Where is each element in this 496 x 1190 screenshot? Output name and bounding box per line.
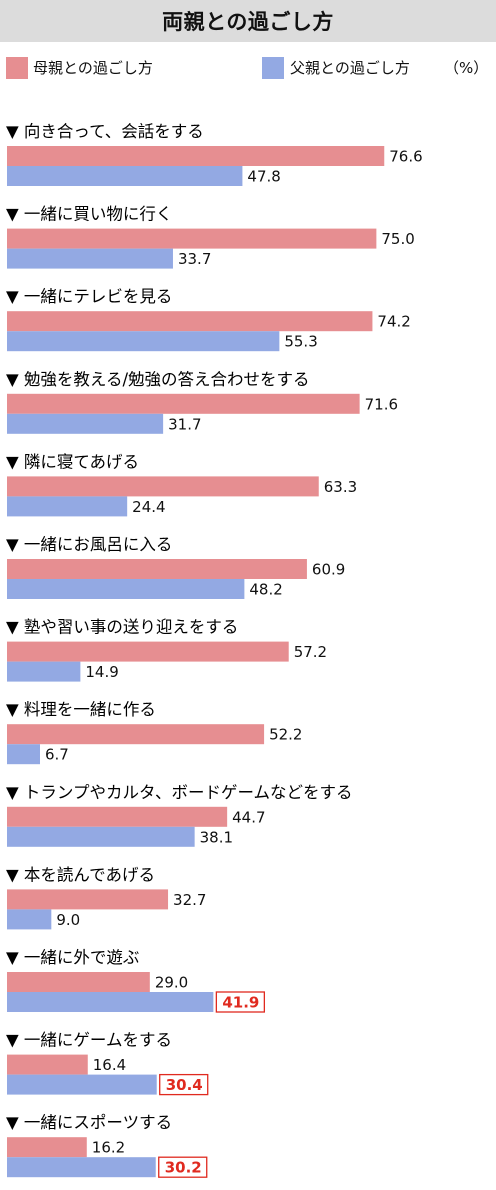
- value-label-father: 14.9: [85, 663, 118, 681]
- value-label-mother: 74.2: [377, 313, 410, 331]
- bar-father: [7, 992, 214, 1012]
- category-label: ▼ 一緒にお風呂に入る: [6, 535, 172, 554]
- value-label-father: 47.8: [247, 168, 280, 186]
- bar-mother: [7, 641, 289, 662]
- bar-father: [7, 331, 280, 352]
- value-label-mother: 76.6: [389, 148, 422, 166]
- bar-mother: [7, 228, 377, 249]
- value-label-mother: 57.2: [294, 643, 327, 661]
- category-label: ▼ 一緒にテレビを見る: [6, 287, 172, 306]
- category-label: ▼ 勉強を教える/勉強の答え合わせをする: [6, 370, 310, 389]
- value-label-mother: 75.0: [381, 230, 414, 248]
- value-label-father: 6.7: [45, 746, 69, 764]
- value-label-father: 38.1: [200, 828, 233, 846]
- category-label: ▼ 本を読んであげる: [6, 865, 155, 884]
- bar-mother: [7, 889, 169, 910]
- bar-father: [7, 579, 245, 599]
- bar-mother: [7, 806, 228, 827]
- chart-title: 両親との過ごし方: [162, 10, 334, 34]
- bar-father: [7, 166, 243, 186]
- value-label-father: 31.7: [168, 415, 201, 433]
- value-label-mother: 44.7: [232, 808, 265, 826]
- value-label-mother: 32.7: [173, 891, 206, 909]
- legend-swatch-father: [262, 57, 284, 79]
- category-label: ▼ 一緒にスポーツする: [6, 1113, 172, 1132]
- bar-mother: [7, 393, 360, 414]
- value-label-father: 24.4: [132, 498, 165, 516]
- value-label-father: 55.3: [284, 333, 317, 351]
- bar-father: [7, 661, 81, 682]
- value-label-mother: 52.2: [269, 726, 302, 744]
- category-label: ▼ 隣に寝てあげる: [6, 451, 139, 471]
- category-label: ▼ 一緒に買い物に行く: [6, 205, 172, 224]
- highlight-box: [215, 991, 266, 1013]
- bar-father: [7, 1157, 156, 1178]
- bar-mother: [7, 724, 265, 745]
- bar-father: [7, 744, 40, 765]
- bar-mother: [7, 1137, 87, 1158]
- bar-mother: [7, 1054, 88, 1075]
- value-label-father: 41.9: [222, 994, 259, 1012]
- category-label: ▼ 一緒に外で遊ぶ: [6, 948, 139, 967]
- bar-mother: [7, 476, 319, 497]
- bar-mother: [7, 972, 150, 992]
- bar-mother: [7, 146, 385, 166]
- value-label-mother: 29.0: [155, 974, 188, 992]
- legend-label-father: 父親との過ごし方: [290, 59, 410, 77]
- value-label-father: 48.2: [249, 581, 282, 599]
- bar-father: [7, 1074, 157, 1095]
- bar-mother: [7, 559, 307, 579]
- unit-label: （%）: [444, 59, 489, 77]
- highlight-box: [159, 1073, 209, 1096]
- bar-mother: [7, 311, 373, 332]
- category-label: ▼ 向き合って、会話をする: [6, 122, 204, 141]
- legend-swatch-mother: [6, 57, 28, 79]
- bar-father: [7, 909, 52, 930]
- value-label-mother: 71.6: [365, 395, 398, 413]
- value-label-mother: 16.4: [93, 1056, 126, 1074]
- value-label-mother: 16.2: [92, 1139, 125, 1157]
- value-label-father: 30.2: [165, 1159, 202, 1177]
- bar-father: [7, 413, 164, 434]
- bar-father: [7, 248, 173, 269]
- chart-title-bar: 両親との過ごし方: [0, 0, 496, 42]
- value-label-mother: 60.9: [312, 561, 345, 579]
- legend-label-mother: 母親との過ごし方: [33, 59, 153, 77]
- highlight-box: [158, 1156, 208, 1178]
- bar-father: [7, 496, 128, 517]
- bar-father: [7, 826, 195, 847]
- value-label-father: 30.4: [166, 1076, 203, 1094]
- value-label-mother: 63.3: [324, 478, 357, 496]
- value-label-father: 33.7: [178, 250, 211, 268]
- category-label: ▼ 料理を一緒に作る: [6, 700, 156, 719]
- category-label: ▼ トランプやカルタ、ボードゲームなどをする: [6, 783, 352, 802]
- value-label-father: 9.0: [56, 911, 80, 929]
- category-label: ▼ 一緒にゲームをする: [6, 1031, 172, 1050]
- category-label: ▼ 塾や習い事の送り迎えをする: [6, 617, 238, 637]
